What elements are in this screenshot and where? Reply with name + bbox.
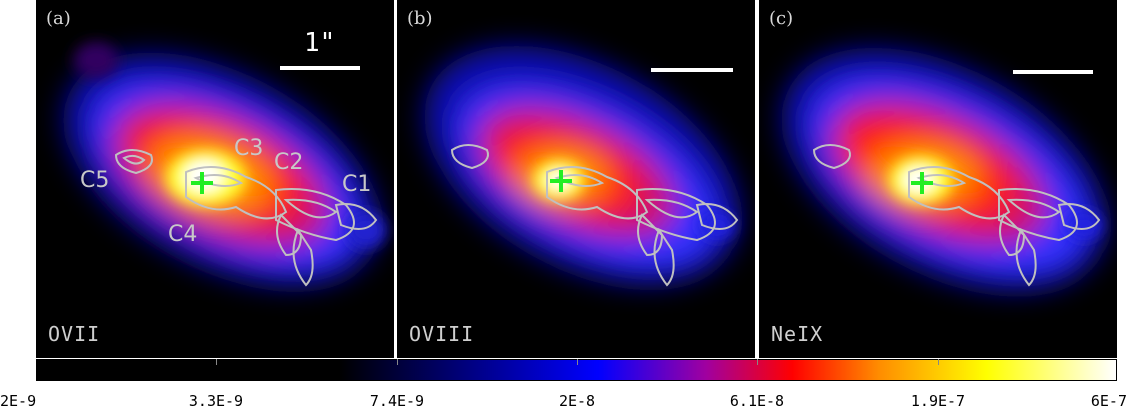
colorbar-tick-label: 1.9E-7 xyxy=(910,392,966,410)
colorbar-tick-label: 2E-9 xyxy=(0,392,37,410)
component-label-c1: C1 xyxy=(342,172,372,197)
colorbar xyxy=(36,359,1117,381)
colorbar-tick-mark xyxy=(216,359,217,365)
colorbar-tick-mark xyxy=(397,359,398,365)
colorbar-tick-label: 3.3E-9 xyxy=(188,392,244,410)
panel-a-ion-label: OVII xyxy=(48,322,101,346)
component-label-c2: C2 xyxy=(274,150,304,175)
component-label-c4: C4 xyxy=(168,222,198,247)
scale-bar xyxy=(1013,70,1093,74)
panel-a: (a) 1" C1 C2 C3 C4 C5 OVII xyxy=(36,0,394,358)
colorbar-tick-label: 2E-8 xyxy=(558,392,596,410)
panel-a-image xyxy=(64,42,386,287)
panel-b-image xyxy=(424,45,740,287)
panel-a-label: (a) xyxy=(46,8,71,29)
colorbar-tick-mark xyxy=(938,359,939,365)
component-label-c5: C5 xyxy=(80,168,110,193)
panel-c-ion-label: NeIX xyxy=(771,322,824,346)
scale-bar-label: 1" xyxy=(304,28,336,58)
scale-bar xyxy=(651,68,733,72)
scale-bar xyxy=(280,66,360,70)
colorbar-tick-mark xyxy=(757,359,758,365)
colorbar-tick-label: 6.1E-8 xyxy=(729,392,785,410)
component-label-c3: C3 xyxy=(234,136,264,161)
panel-b: (b) OVIII xyxy=(397,0,755,358)
panel-b-ion-label: OVIII xyxy=(409,322,475,346)
colorbar-tick-mark xyxy=(577,359,578,365)
panel-c-label: (c) xyxy=(769,8,794,29)
colorbar-tick-label: 7.4E-9 xyxy=(369,392,425,410)
panel-c-image xyxy=(782,49,1106,291)
panel-c: (c) NeIX xyxy=(759,0,1117,358)
colorbar-tick-label: 6E-7 xyxy=(1090,392,1127,410)
panel-b-label: (b) xyxy=(407,8,433,29)
